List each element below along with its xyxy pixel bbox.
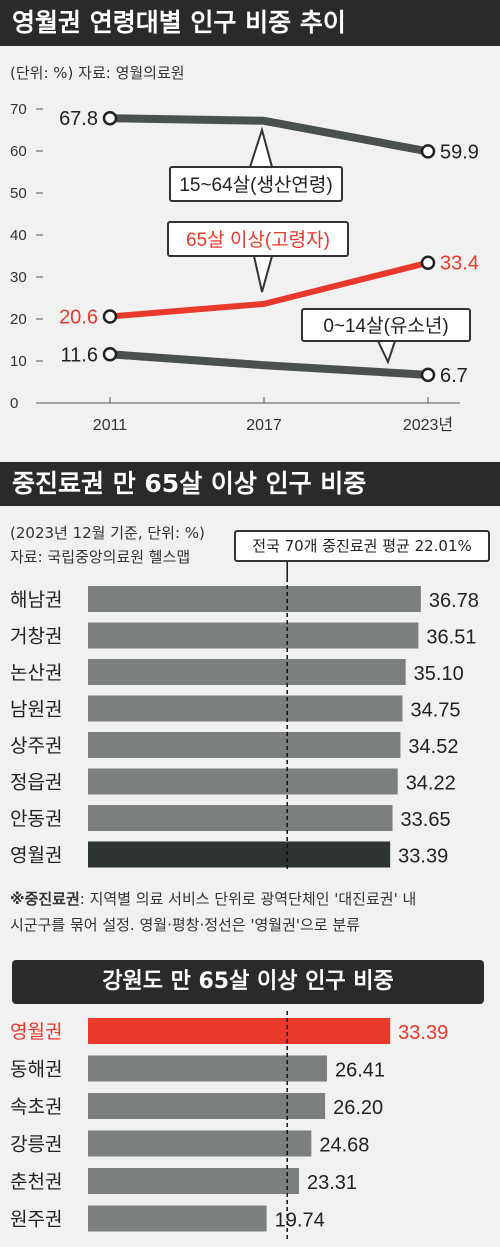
bar-category-label: 원주권 — [10, 1209, 62, 1231]
data-point — [420, 144, 436, 159]
bar-category-label: 상주권 — [10, 735, 62, 757]
bar-value-label: 23.31 — [307, 1172, 357, 1194]
bar — [88, 1205, 267, 1232]
bar — [88, 586, 421, 612]
bar — [88, 1130, 312, 1157]
bar-value-label: 33.39 — [398, 1022, 448, 1044]
bar-value-label: 36.78 — [429, 590, 479, 612]
bar — [88, 1093, 326, 1119]
bar — [88, 1055, 328, 1082]
callout-box — [169, 166, 343, 202]
bar — [88, 768, 398, 795]
data-label: 20.6 — [59, 306, 98, 328]
bar-category-label: 해남권 — [10, 589, 62, 611]
data-point — [420, 255, 436, 270]
x-tick-label: 2017 — [246, 417, 282, 434]
footnote-line2: 시군구를 묶어 설정. 영월·평창·정선은 '영월권'으로 분류 — [10, 916, 360, 934]
section3-title: 강원도 만 65살 이상 인구 비중 — [12, 960, 484, 1004]
bar — [88, 695, 403, 722]
callout-box — [301, 308, 471, 342]
bar — [88, 732, 401, 758]
bar-value-label: 33.65 — [401, 809, 451, 831]
data-point — [102, 110, 118, 126]
y-tick-label: 60 — [10, 143, 27, 160]
data-label: 33.4 — [440, 253, 479, 275]
bar-value-label: 35.10 — [414, 663, 464, 685]
callout-pointer — [253, 255, 273, 293]
bar-category-label: 춘천권 — [10, 1171, 62, 1193]
bar — [88, 622, 419, 649]
bar — [88, 659, 406, 685]
y-tick-label: 70 — [10, 101, 27, 118]
data-label: 11.6 — [61, 344, 98, 366]
data-label: 59.9 — [440, 141, 479, 163]
line-chart: 0 10 20 30 40 50 60 70 2011 2017 2023년 67.8 59.9 20.6… — [10, 101, 479, 434]
section2-meta-source: 자료: 국립중앙의료원 헬스맵 — [10, 548, 191, 566]
bar-category-label: 속초권 — [10, 1096, 62, 1118]
bar-value-label: 34.52 — [408, 736, 458, 758]
bar-category-label: 영월권 — [10, 845, 62, 867]
y-tick-label: 0 — [10, 395, 18, 412]
bar-category-label: 정읍권 — [10, 772, 62, 794]
bar-category-label: 동해권 — [10, 1059, 62, 1081]
y-tick-label: 10 — [10, 353, 27, 370]
callout-pointer — [249, 126, 273, 168]
bar-category-label: 강릉권 — [10, 1134, 62, 1156]
bar-value-label: 26.41 — [335, 1060, 385, 1082]
data-point — [102, 347, 118, 362]
callout-box — [167, 221, 349, 257]
series-label: 15~64살(생산연령) — [179, 174, 332, 196]
x-tick-label: 2011 — [93, 417, 128, 434]
y-tick-label: 30 — [10, 269, 27, 286]
section1-meta: (단위: %) 자료: 영월의료원 — [10, 64, 185, 82]
bar-value-label: 19.74 — [275, 1210, 325, 1232]
bar-value-label: 33.39 — [398, 846, 448, 868]
data-point — [420, 367, 436, 383]
y-tick-label: 40 — [10, 227, 27, 244]
bar — [88, 805, 393, 831]
bar-value-label: 34.22 — [406, 773, 456, 795]
bar — [88, 1168, 299, 1194]
bar-value-label: 34.75 — [410, 700, 460, 722]
series-label: 0~14살(유소년) — [323, 315, 448, 337]
bar — [88, 1018, 391, 1044]
data-label: 6.7 — [440, 365, 468, 387]
data-label: 67.8 — [59, 108, 98, 130]
section2-title: 중진료권 만 65살 이상 인구 비중 — [0, 462, 500, 506]
footnote-line1: ※중진료권: 지역별 의료 서비스 단위로 광역단체인 '대진료권' 내 — [10, 888, 416, 909]
bar-category-label: 남원권 — [10, 699, 62, 721]
bar-value-label: 36.51 — [426, 627, 476, 649]
bar-value-label: 26.20 — [333, 1097, 383, 1119]
series-label: 65살 이상(고령자) — [186, 229, 330, 251]
bar-category-label: 안동권 — [10, 808, 62, 830]
footnote-definition: : 지역별 의료 서비스 단위로 광역단체인 '대진료권' 내 — [79, 890, 417, 908]
average-callout: 전국 70개 중진료권 평균 22.01% — [234, 530, 490, 562]
bar-value-label: 24.68 — [319, 1135, 369, 1157]
y-tick-label: 50 — [10, 185, 27, 202]
x-tick-label: 2023년 — [403, 416, 453, 434]
y-tick-label: 20 — [10, 311, 27, 328]
footnote-term: ※중진료권 — [10, 890, 80, 908]
bar-chart-gangwon: 영월권 33.39 동해권 26.41 속초권 26.20 강릉권 24.68 춘천권 23.31… — [10, 1010, 448, 1240]
series-line — [109, 114, 429, 156]
bar — [88, 841, 391, 868]
series-line — [109, 259, 429, 320]
data-point — [102, 309, 118, 324]
callout-pointer — [377, 340, 396, 365]
bar-category-label: 논산권 — [10, 662, 62, 684]
bar-chart-national: 해남권 36.78 거창권 36.51 논산권 35.10 남원권 34.75 상주권 34.52… — [10, 562, 479, 872]
bar-category-label: 거창권 — [10, 626, 62, 648]
section1-title: 영월권 연령대별 인구 비중 추이 — [0, 0, 500, 46]
bar-category-label: 영월권 — [10, 1021, 62, 1043]
section2-meta-units: (2023년 12월 기준, 단위: %) — [10, 524, 205, 542]
series-line — [109, 350, 429, 379]
